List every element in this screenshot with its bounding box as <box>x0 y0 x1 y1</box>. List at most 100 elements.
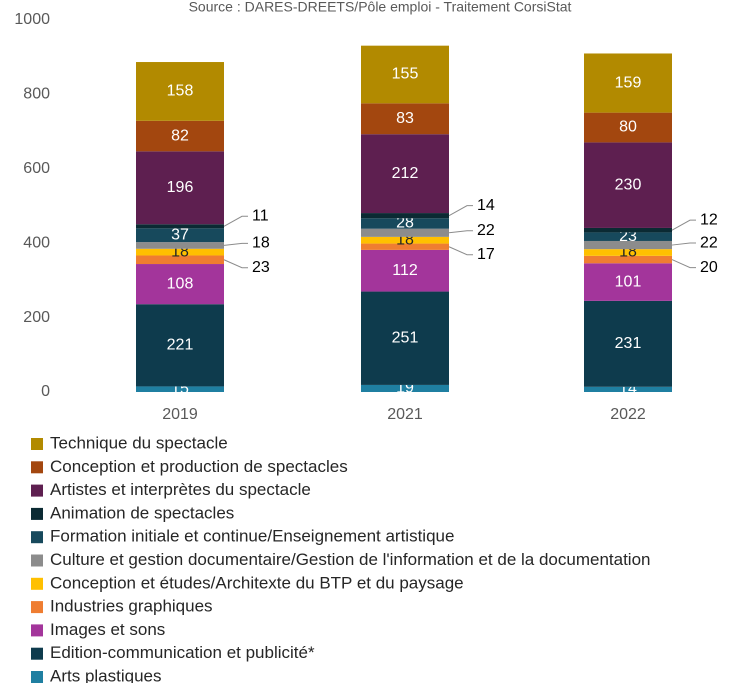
bar-segment <box>584 240 672 250</box>
bar-segment <box>361 249 449 292</box>
bar-segment <box>136 304 224 387</box>
data-label: 82 <box>171 127 189 144</box>
legend-label: Arts plastiques <box>50 666 162 683</box>
bar-segment <box>361 228 449 237</box>
data-label: 22 <box>700 234 718 251</box>
x-tick-label: 2022 <box>610 406 646 423</box>
legend-label: Images et sons <box>50 620 165 639</box>
legend-swatch <box>31 577 43 590</box>
bar-segment <box>361 384 449 392</box>
data-label: 159 <box>615 74 642 91</box>
legend-label: Artistes et interprètes du spectacle <box>50 480 311 499</box>
data-label: 196 <box>167 179 194 196</box>
bar-segment <box>584 249 672 256</box>
chart-subtitle: Source : DARES-DREETS/Pôle emploi - Trai… <box>189 0 572 15</box>
bar-segment <box>136 264 224 305</box>
bar-segment <box>584 112 672 143</box>
data-label: 221 <box>167 337 194 354</box>
data-label: 18 <box>252 235 270 252</box>
legend-swatch <box>31 507 43 520</box>
bar-segment <box>361 134 449 214</box>
data-label: 155 <box>392 66 419 83</box>
bar-segment <box>361 103 449 135</box>
bar-segment <box>361 236 449 244</box>
bar-segment <box>361 213 449 219</box>
leader-line <box>671 259 696 269</box>
data-label: 108 <box>167 275 194 292</box>
x-tick-label: 2019 <box>162 406 198 423</box>
bar-segment <box>361 218 449 229</box>
x-tick-label: 2021 <box>387 406 423 423</box>
bar-segment <box>361 243 449 250</box>
data-label: 251 <box>392 329 419 346</box>
data-label: 158 <box>167 83 194 100</box>
data-label: 37 <box>171 226 189 243</box>
bar-segment <box>136 224 224 229</box>
data-label: 112 <box>392 262 418 279</box>
data-label: 83 <box>396 110 414 127</box>
legend-swatch <box>31 671 43 683</box>
data-label: 101 <box>615 273 642 290</box>
bar-segment <box>136 386 224 392</box>
bar-segment <box>584 255 672 264</box>
legend-swatch <box>31 531 43 544</box>
legend-swatch <box>31 554 43 567</box>
data-label: 80 <box>619 119 637 136</box>
data-label: 20 <box>700 259 718 276</box>
y-tick-label: 200 <box>23 309 50 326</box>
legend-swatch <box>31 484 43 497</box>
legend-swatch <box>31 438 43 450</box>
legend-label: Industries graphiques <box>50 597 213 616</box>
legend-label: Conception et production de spectacles <box>50 457 348 476</box>
bar-segment <box>584 227 672 233</box>
bar-segment <box>584 142 672 228</box>
data-label: 11 <box>252 207 269 224</box>
data-label: 23 <box>252 259 270 276</box>
bar-segment <box>361 45 449 104</box>
data-label: 14 <box>477 197 495 214</box>
legend-swatch <box>31 624 43 637</box>
bar-segment <box>136 242 224 249</box>
leader-line <box>671 242 696 246</box>
data-label: 12 <box>700 211 718 228</box>
data-label: 212 <box>392 165 419 182</box>
leader-line <box>448 205 473 217</box>
bar-segment <box>136 228 224 243</box>
leader-line <box>223 259 248 269</box>
data-label: 231 <box>615 335 642 352</box>
legend-label: Edition-communication et publicité* <box>50 643 315 662</box>
legend-swatch <box>31 461 43 474</box>
y-tick-label: 800 <box>23 86 50 103</box>
bar-segment <box>584 53 672 113</box>
leader-line <box>223 242 248 246</box>
y-tick-label: 0 <box>41 383 50 400</box>
bar-segment <box>136 151 224 225</box>
bar-segment <box>136 248 224 256</box>
leader-line <box>448 230 473 234</box>
legend-label: Formation initiale et continue/Enseignem… <box>50 527 454 546</box>
legend-label: Animation de spectacles <box>50 503 234 522</box>
legend-swatch <box>31 647 43 660</box>
data-label: 17 <box>477 246 495 263</box>
bar-segment <box>584 300 672 387</box>
y-tick-label: 400 <box>23 234 50 251</box>
bar-segment <box>584 386 672 392</box>
bar-segment <box>136 255 224 265</box>
legend-label: Technique du spectacle <box>50 433 228 452</box>
y-tick-label: 600 <box>23 160 50 177</box>
legend-label: Culture et gestion documentaire/Gestion … <box>50 550 651 569</box>
y-tick-label: 1000 <box>14 11 50 28</box>
data-label: 28 <box>396 215 414 232</box>
legend-swatch <box>31 601 43 614</box>
data-label: 230 <box>615 176 642 193</box>
bar-segment <box>584 232 672 241</box>
bar-segment <box>136 120 224 152</box>
bar-segment <box>136 62 224 121</box>
leader-line <box>223 215 248 227</box>
leader-line <box>671 219 696 231</box>
data-label: 22 <box>477 222 495 239</box>
leader-line <box>448 246 473 256</box>
legend-label: Conception et études/Architexte du BTP e… <box>50 573 464 592</box>
bar-segment <box>361 291 449 385</box>
